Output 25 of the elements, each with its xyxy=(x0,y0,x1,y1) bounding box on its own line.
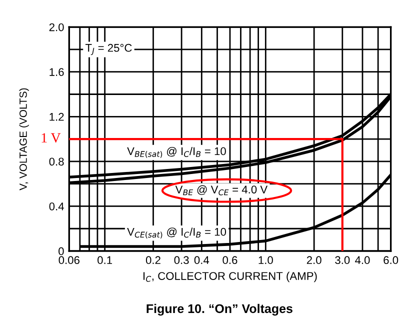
x-tick-label: 0.2 xyxy=(146,256,160,264)
x-tick-label: 6.0 xyxy=(384,256,398,264)
x-tick-label: 0.06 xyxy=(58,256,80,264)
y-tick-label: 0 xyxy=(58,247,64,256)
y-tick-label: 0.8 xyxy=(49,158,64,166)
y-tick-label: 1.2 xyxy=(50,112,64,121)
y-tick-label: 2.0 xyxy=(49,23,64,32)
annotation: T$_{J}$ = 25°C xyxy=(85,44,132,56)
series-label: V$_{CE(sat)}$ @ I$_{C}$/I$_{B}$ = 10 xyxy=(127,228,226,239)
x-tick-label: 0.3 xyxy=(174,256,189,264)
text: Figure 10. “On” Voltages xyxy=(146,304,292,316)
ref-line-label: 1 V xyxy=(42,133,61,143)
series-label: V$_{BE}$ @ V$_{CE}$ = 4.0 V xyxy=(175,185,268,196)
y-tick-label: 1.6 xyxy=(50,68,64,76)
x-tick-label: 0.1 xyxy=(98,256,112,264)
x-tick-label: 4.0 xyxy=(355,256,370,264)
series-label: V$_{BE(sat)}$ @ I$_{C}$/I$_{B}$ = 10 xyxy=(127,146,226,158)
x-tick-label: 3.0 xyxy=(335,256,350,264)
y-tick-label: 0.4 xyxy=(49,202,64,210)
x-axis-title: I$_{C}$, COLLECTOR CURRENT (AMP) xyxy=(144,272,317,282)
y-axis-title: V, VOLTAGE (VOLTS) xyxy=(19,88,29,190)
x-tick-label: 0.4 xyxy=(194,256,210,264)
x-tick-label: 0.6 xyxy=(222,256,238,264)
x-tick-label: 2.0 xyxy=(306,256,322,264)
x-tick-label: 1.0 xyxy=(258,256,273,264)
